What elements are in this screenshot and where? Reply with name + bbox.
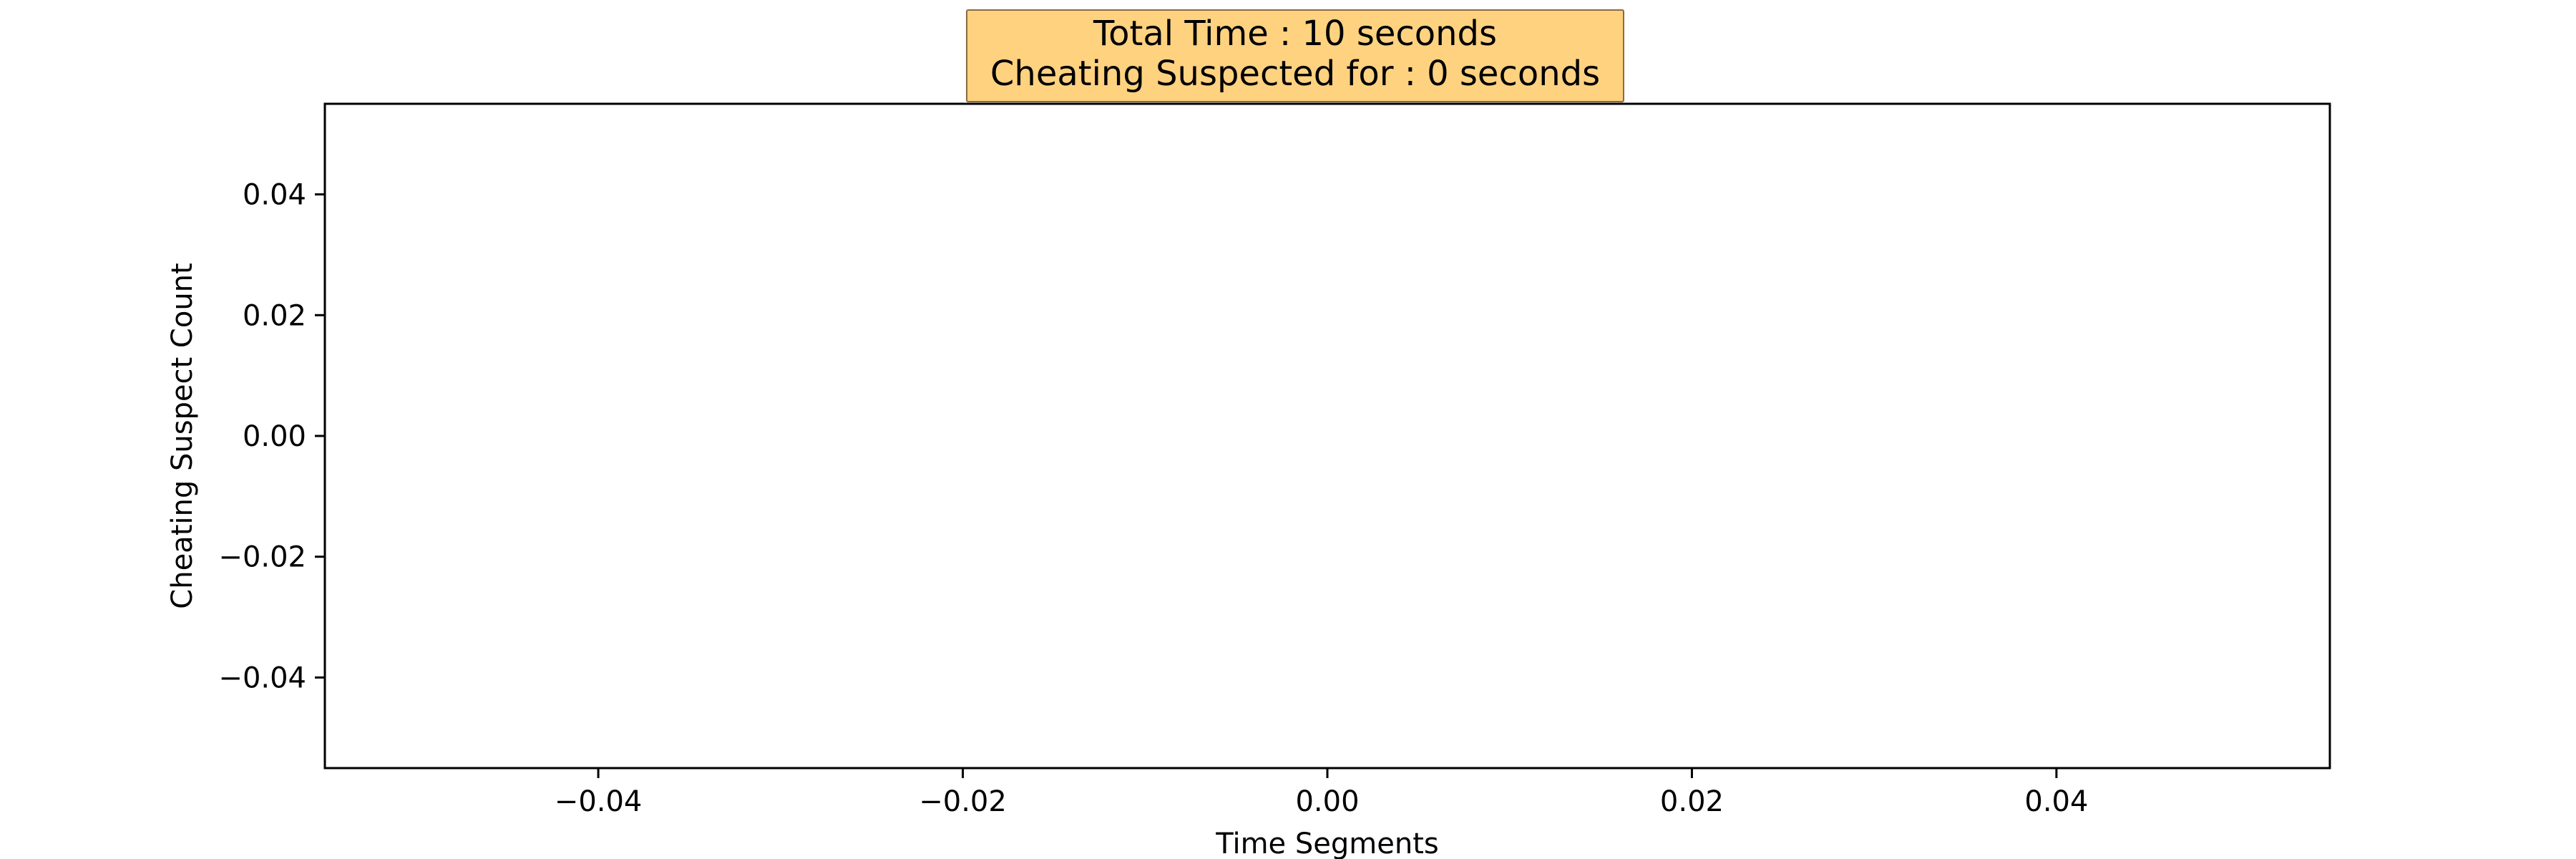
x-tick-label: 0.02 xyxy=(1660,785,1724,818)
x-axis-ticks: −0.04 −0.02 0.00 0.02 0.04 xyxy=(555,768,2088,818)
y-tick-label: −0.02 xyxy=(218,541,306,574)
y-axis-label: Cheating Suspect Count xyxy=(166,263,199,608)
y-tick-label: 0.02 xyxy=(243,299,306,332)
title-box-background xyxy=(966,9,1624,102)
chart-title-box: Total Time : 10 seconds Cheating Suspect… xyxy=(966,9,1624,102)
chart-title-line-2: Cheating Suspected for : 0 seconds xyxy=(990,54,1600,94)
x-tick-label: −0.04 xyxy=(555,785,643,818)
plot-area-frame xyxy=(323,102,2331,770)
y-tick-label: −0.04 xyxy=(218,661,306,694)
x-axis-label: Time Segments xyxy=(1215,828,1438,859)
chart-title-line-1: Total Time : 10 seconds xyxy=(1093,14,1497,54)
x-tick-label: 0.00 xyxy=(1295,785,1359,818)
x-tick-label: −0.02 xyxy=(919,785,1007,818)
y-axis-ticks: 0.04 0.02 0.00 −0.02 −0.04 xyxy=(218,179,325,694)
y-tick-label: 0.00 xyxy=(243,420,306,453)
y-tick-label: 0.04 xyxy=(243,179,306,212)
x-tick-label: 0.04 xyxy=(2024,785,2088,818)
